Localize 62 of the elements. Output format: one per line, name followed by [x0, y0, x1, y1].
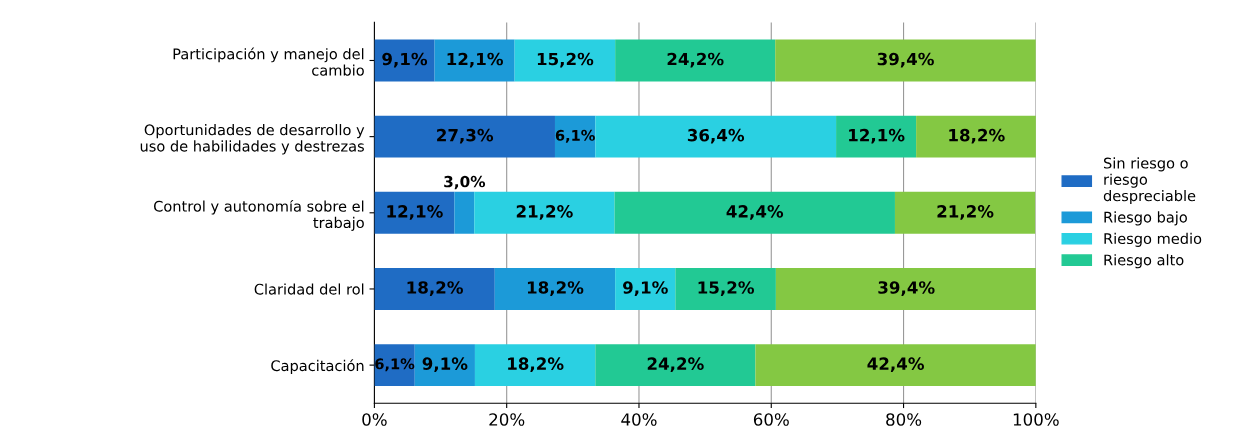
- bar: [374, 268, 495, 310]
- y-tick-label: Capacitación: [271, 359, 364, 374]
- x-tick-label: 40%: [621, 413, 657, 426]
- data-label: 9,1%: [382, 52, 428, 68]
- data-label: 12,1%: [387, 205, 443, 220]
- data-label: 21,2%: [937, 205, 994, 220]
- bar: [775, 39, 1036, 82]
- data-label: 18,2%: [949, 128, 1005, 144]
- bar: [894, 191, 1036, 234]
- data-label: 36,4%: [687, 128, 745, 144]
- data-label: 18,2%: [508, 357, 564, 373]
- bar: [494, 268, 616, 310]
- data-label: 24,2%: [647, 357, 704, 373]
- legend-label: Sin riesgo o riesgo despreciable: [1103, 157, 1196, 205]
- bar: [595, 344, 756, 387]
- y-tick-label: Claridad del rol: [254, 283, 364, 295]
- x-tick-label: 20%: [489, 413, 525, 426]
- bar: [374, 191, 455, 234]
- data-label: 12,1%: [447, 52, 503, 68]
- legend-label: Riesgo alto: [1104, 254, 1184, 269]
- bar: [615, 268, 676, 310]
- y-tick-label: Participación y manejo del cambio: [173, 47, 364, 76]
- bar: [775, 268, 1036, 310]
- y-tick-label: Control y autonomía sobre el trabajo: [154, 199, 364, 231]
- bar: [434, 39, 515, 82]
- data-label: 12,1%: [849, 128, 905, 144]
- data-label: 6,1%: [375, 358, 415, 372]
- data-label: 15,2%: [698, 281, 755, 296]
- bar: [755, 344, 1036, 387]
- bar: [595, 115, 837, 158]
- data-label: 18,2%: [407, 281, 463, 296]
- bar: [374, 115, 555, 158]
- bar: [836, 115, 917, 158]
- data-label: 9,1%: [623, 281, 668, 296]
- x-tick-label: 80%: [886, 413, 922, 426]
- bar: [615, 39, 776, 82]
- data-label: 42,4%: [726, 205, 784, 220]
- x-tick-label: 60%: [753, 413, 789, 426]
- data-label: 15,2%: [537, 52, 594, 68]
- x-tick-label: 0%: [362, 413, 387, 426]
- data-label: 21,2%: [516, 205, 573, 220]
- legend-label: Riesgo bajo: [1104, 211, 1187, 226]
- bar: [675, 268, 776, 310]
- bar: [474, 191, 615, 234]
- bar: [454, 191, 475, 234]
- data-label: 27,3%: [437, 128, 494, 144]
- data-label: 39,4%: [878, 281, 935, 296]
- data-label: 18,2%: [527, 281, 584, 296]
- y-tick-label: Oportunidades de desarrollo y uso de habilidades y destrezas: [140, 124, 365, 155]
- bar: [916, 115, 1036, 158]
- legend-label: Riesgo medio: [1104, 232, 1202, 247]
- bar: [474, 344, 596, 387]
- data-label: 39,4%: [877, 52, 934, 68]
- data-label: 42,4%: [867, 357, 924, 373]
- data-label: 24,2%: [667, 52, 724, 68]
- bar: [514, 39, 616, 82]
- x-tick-label: 100%: [1013, 413, 1059, 426]
- data-label: 9,1%: [422, 357, 468, 373]
- data-label: 6,1%: [555, 129, 595, 143]
- bar: [414, 344, 475, 387]
- bar: [614, 191, 895, 234]
- data-label: 3,0%: [444, 175, 486, 190]
